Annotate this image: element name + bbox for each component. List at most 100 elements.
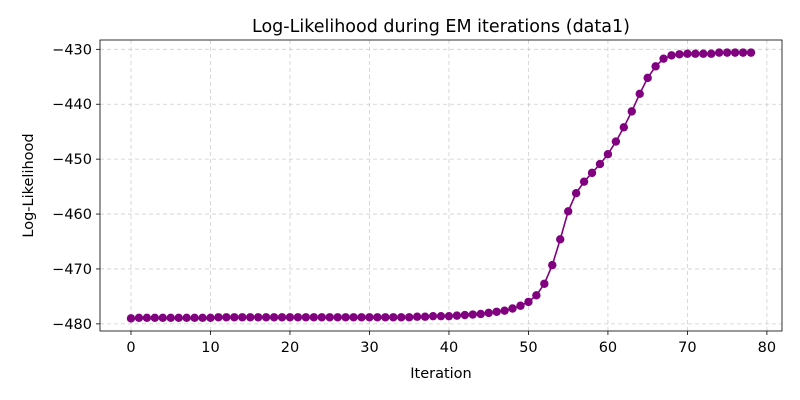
- x-tick-label: 30: [360, 340, 378, 356]
- data-point: [452, 311, 462, 320]
- chart-title: Log-Likelihood during EM iterations (dat…: [252, 17, 630, 37]
- x-axis: 0 10 20 30 40 50 60 70 80: [126, 331, 776, 356]
- data-point: [373, 313, 382, 322]
- data-point: [142, 313, 152, 323]
- x-tick-label: 80: [758, 340, 776, 356]
- data-point: [230, 313, 239, 322]
- y-axis-title: Log-Likelihood: [21, 133, 37, 237]
- data-point: [325, 313, 334, 322]
- y-tick-label: −480: [52, 317, 92, 333]
- plot-frame: [99, 39, 783, 332]
- x-tick-label: 40: [440, 340, 458, 356]
- data-point: [500, 306, 509, 315]
- data-point: [524, 297, 533, 307]
- data-point: [261, 313, 271, 322]
- data-point: [389, 313, 398, 322]
- data-point: [579, 177, 589, 186]
- data-point: [309, 313, 319, 322]
- data-point: [516, 301, 525, 310]
- data-point: [412, 312, 422, 321]
- data-point: [468, 310, 477, 319]
- data-point: [166, 313, 175, 323]
- data-point: [722, 48, 732, 57]
- x-tick-label: 70: [678, 340, 696, 356]
- series-layer: [126, 48, 756, 323]
- data-point: [126, 314, 136, 323]
- data-point: [643, 73, 652, 83]
- data-point: [460, 310, 470, 320]
- data-point: [484, 308, 493, 318]
- data-point: [190, 313, 199, 323]
- data-point: [540, 279, 549, 288]
- data-point: [269, 313, 279, 322]
- data-point: [619, 123, 629, 132]
- data-point: [548, 260, 557, 270]
- data-point: [198, 313, 207, 323]
- y-tick-label: −460: [52, 207, 92, 223]
- data-point: [627, 107, 636, 116]
- x-tick-label: 50: [519, 340, 537, 356]
- data-point: [603, 150, 613, 159]
- data-point: [317, 313, 326, 322]
- data-point: [246, 313, 255, 322]
- data-point: [206, 313, 215, 323]
- data-point: [476, 309, 485, 319]
- data-point: [707, 49, 716, 58]
- data-point: [381, 313, 390, 322]
- data-point: [420, 312, 430, 321]
- data-point: [444, 311, 454, 321]
- data-point: [738, 48, 748, 57]
- data-point: [492, 307, 501, 316]
- y-gridlines: [100, 48, 782, 325]
- y-axis: −480 −470 −460 −450 −440 −430: [52, 42, 100, 333]
- data-point: [428, 311, 438, 321]
- data-point: [214, 313, 223, 322]
- data-point: [182, 313, 191, 323]
- data-point: [301, 313, 311, 322]
- data-point: [285, 313, 295, 322]
- data-point: [365, 313, 374, 322]
- data-point: [675, 50, 684, 59]
- data-point: [699, 49, 708, 58]
- data-point: [587, 168, 597, 178]
- data-point: [571, 188, 581, 198]
- y-tick-label: −470: [52, 262, 92, 278]
- data-point: [293, 313, 303, 322]
- data-point: [277, 313, 287, 322]
- data-point: [333, 313, 342, 322]
- x-tick-label: 10: [201, 340, 219, 356]
- data-point: [659, 54, 668, 63]
- y-tick-label: −430: [52, 42, 92, 58]
- data-point: [556, 235, 565, 244]
- data-point: [349, 313, 358, 322]
- data-point: [746, 48, 756, 57]
- data-point: [563, 207, 573, 216]
- data-point: [683, 49, 692, 58]
- data-point: [134, 313, 144, 323]
- data-point: [158, 313, 167, 323]
- data-point: [508, 304, 517, 313]
- x-tick-label: 60: [599, 340, 617, 356]
- data-point: [405, 313, 414, 322]
- data-point: [222, 313, 231, 322]
- y-tick-label: −440: [52, 97, 92, 113]
- data-point: [238, 313, 247, 322]
- data-point: [667, 51, 676, 60]
- data-point: [715, 48, 724, 57]
- data-point: [174, 313, 183, 323]
- data-point: [436, 311, 446, 321]
- data-point: [357, 313, 366, 322]
- data-point: [730, 48, 740, 57]
- data-point: [150, 313, 160, 323]
- data-point: [611, 137, 621, 146]
- data-point: [635, 89, 644, 99]
- data-point: [532, 291, 541, 300]
- x-tick-label: 20: [281, 340, 299, 356]
- data-point: [691, 49, 700, 58]
- data-point: [341, 313, 350, 322]
- data-point: [253, 313, 263, 322]
- data-point: [595, 159, 605, 169]
- y-tick-label: −450: [52, 152, 92, 168]
- data-point: [651, 62, 660, 71]
